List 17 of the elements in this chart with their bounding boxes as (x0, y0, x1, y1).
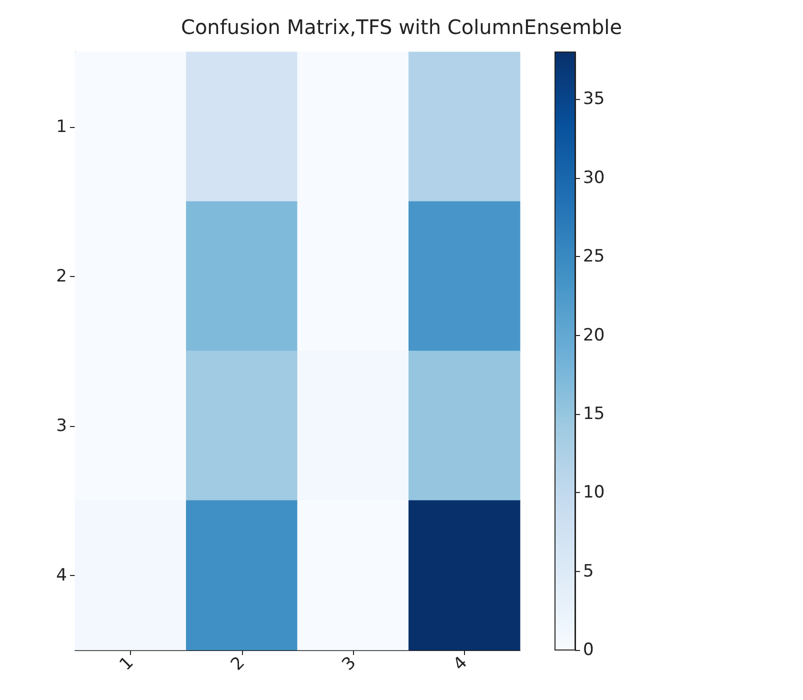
color-bar-label: 10 (583, 482, 605, 503)
color-bar-label: 30 (583, 168, 605, 188)
chart-title: Confusion Matrix,TFS with ColumnEnsemble (180, 15, 622, 39)
color-bar-label: 20 (583, 325, 605, 346)
x-tick-label: 1 (116, 652, 138, 675)
color-bar-label: 5 (583, 561, 594, 582)
x-tick-label: 4 (450, 652, 472, 675)
color-bar-label: 25 (583, 246, 605, 267)
y-tick-label: 1 (56, 116, 67, 137)
color-bar-label: 35 (583, 89, 605, 110)
x-tick-label: 2 (227, 652, 249, 675)
y-tick-label: 3 (56, 416, 67, 436)
y-tick-label: 2 (56, 266, 67, 286)
y-tick-label: 4 (56, 565, 67, 586)
color-bar-label: 15 (583, 404, 605, 424)
x-tick-label: 3 (338, 652, 360, 675)
color-bar-label: 0 (583, 640, 594, 660)
